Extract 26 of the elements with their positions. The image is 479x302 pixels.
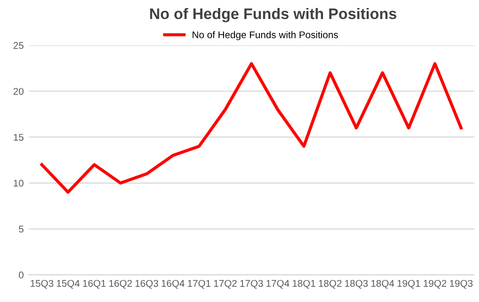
y-tick-label: 20: [14, 88, 24, 95]
x-tick-label: 18Q3: [345, 280, 368, 289]
x-tick-label: 17Q2: [214, 280, 237, 289]
x-tick-label: 17Q4: [266, 280, 290, 289]
y-tick-label: 10: [14, 180, 24, 187]
x-tick-label: 19Q1: [398, 280, 420, 289]
x-tick-label: 18Q4: [371, 280, 394, 289]
x-tick-label: 18Q2: [318, 280, 342, 289]
line-series: [40, 62, 463, 194]
x-tick-label: 17Q3: [240, 280, 263, 289]
x-tick-label: 19Q2: [424, 280, 446, 289]
y-tick-label: 25: [14, 42, 24, 49]
x-tick-label: 15Q4: [56, 280, 80, 289]
x-tick-label: 17Q1: [188, 280, 210, 289]
legend-label: No of Hedge Funds with Positions: [192, 31, 338, 40]
x-tick-label: 16Q3: [136, 280, 158, 289]
x-tick-label: 18Q1: [292, 280, 316, 289]
x-tick-label: 16Q4: [162, 280, 184, 289]
y-tick-label: 15: [14, 134, 24, 141]
chart-title: No of Hedge Funds with Positions: [150, 8, 396, 22]
x-tick-label: 19Q3: [450, 280, 473, 289]
x-tick-label: 16Q1: [83, 280, 106, 289]
x-tick-label: 15Q3: [30, 280, 54, 289]
y-tick-label: 5: [18, 226, 24, 233]
x-tick-label: 16Q2: [109, 280, 132, 289]
y-tick-label: 0: [18, 272, 24, 278]
